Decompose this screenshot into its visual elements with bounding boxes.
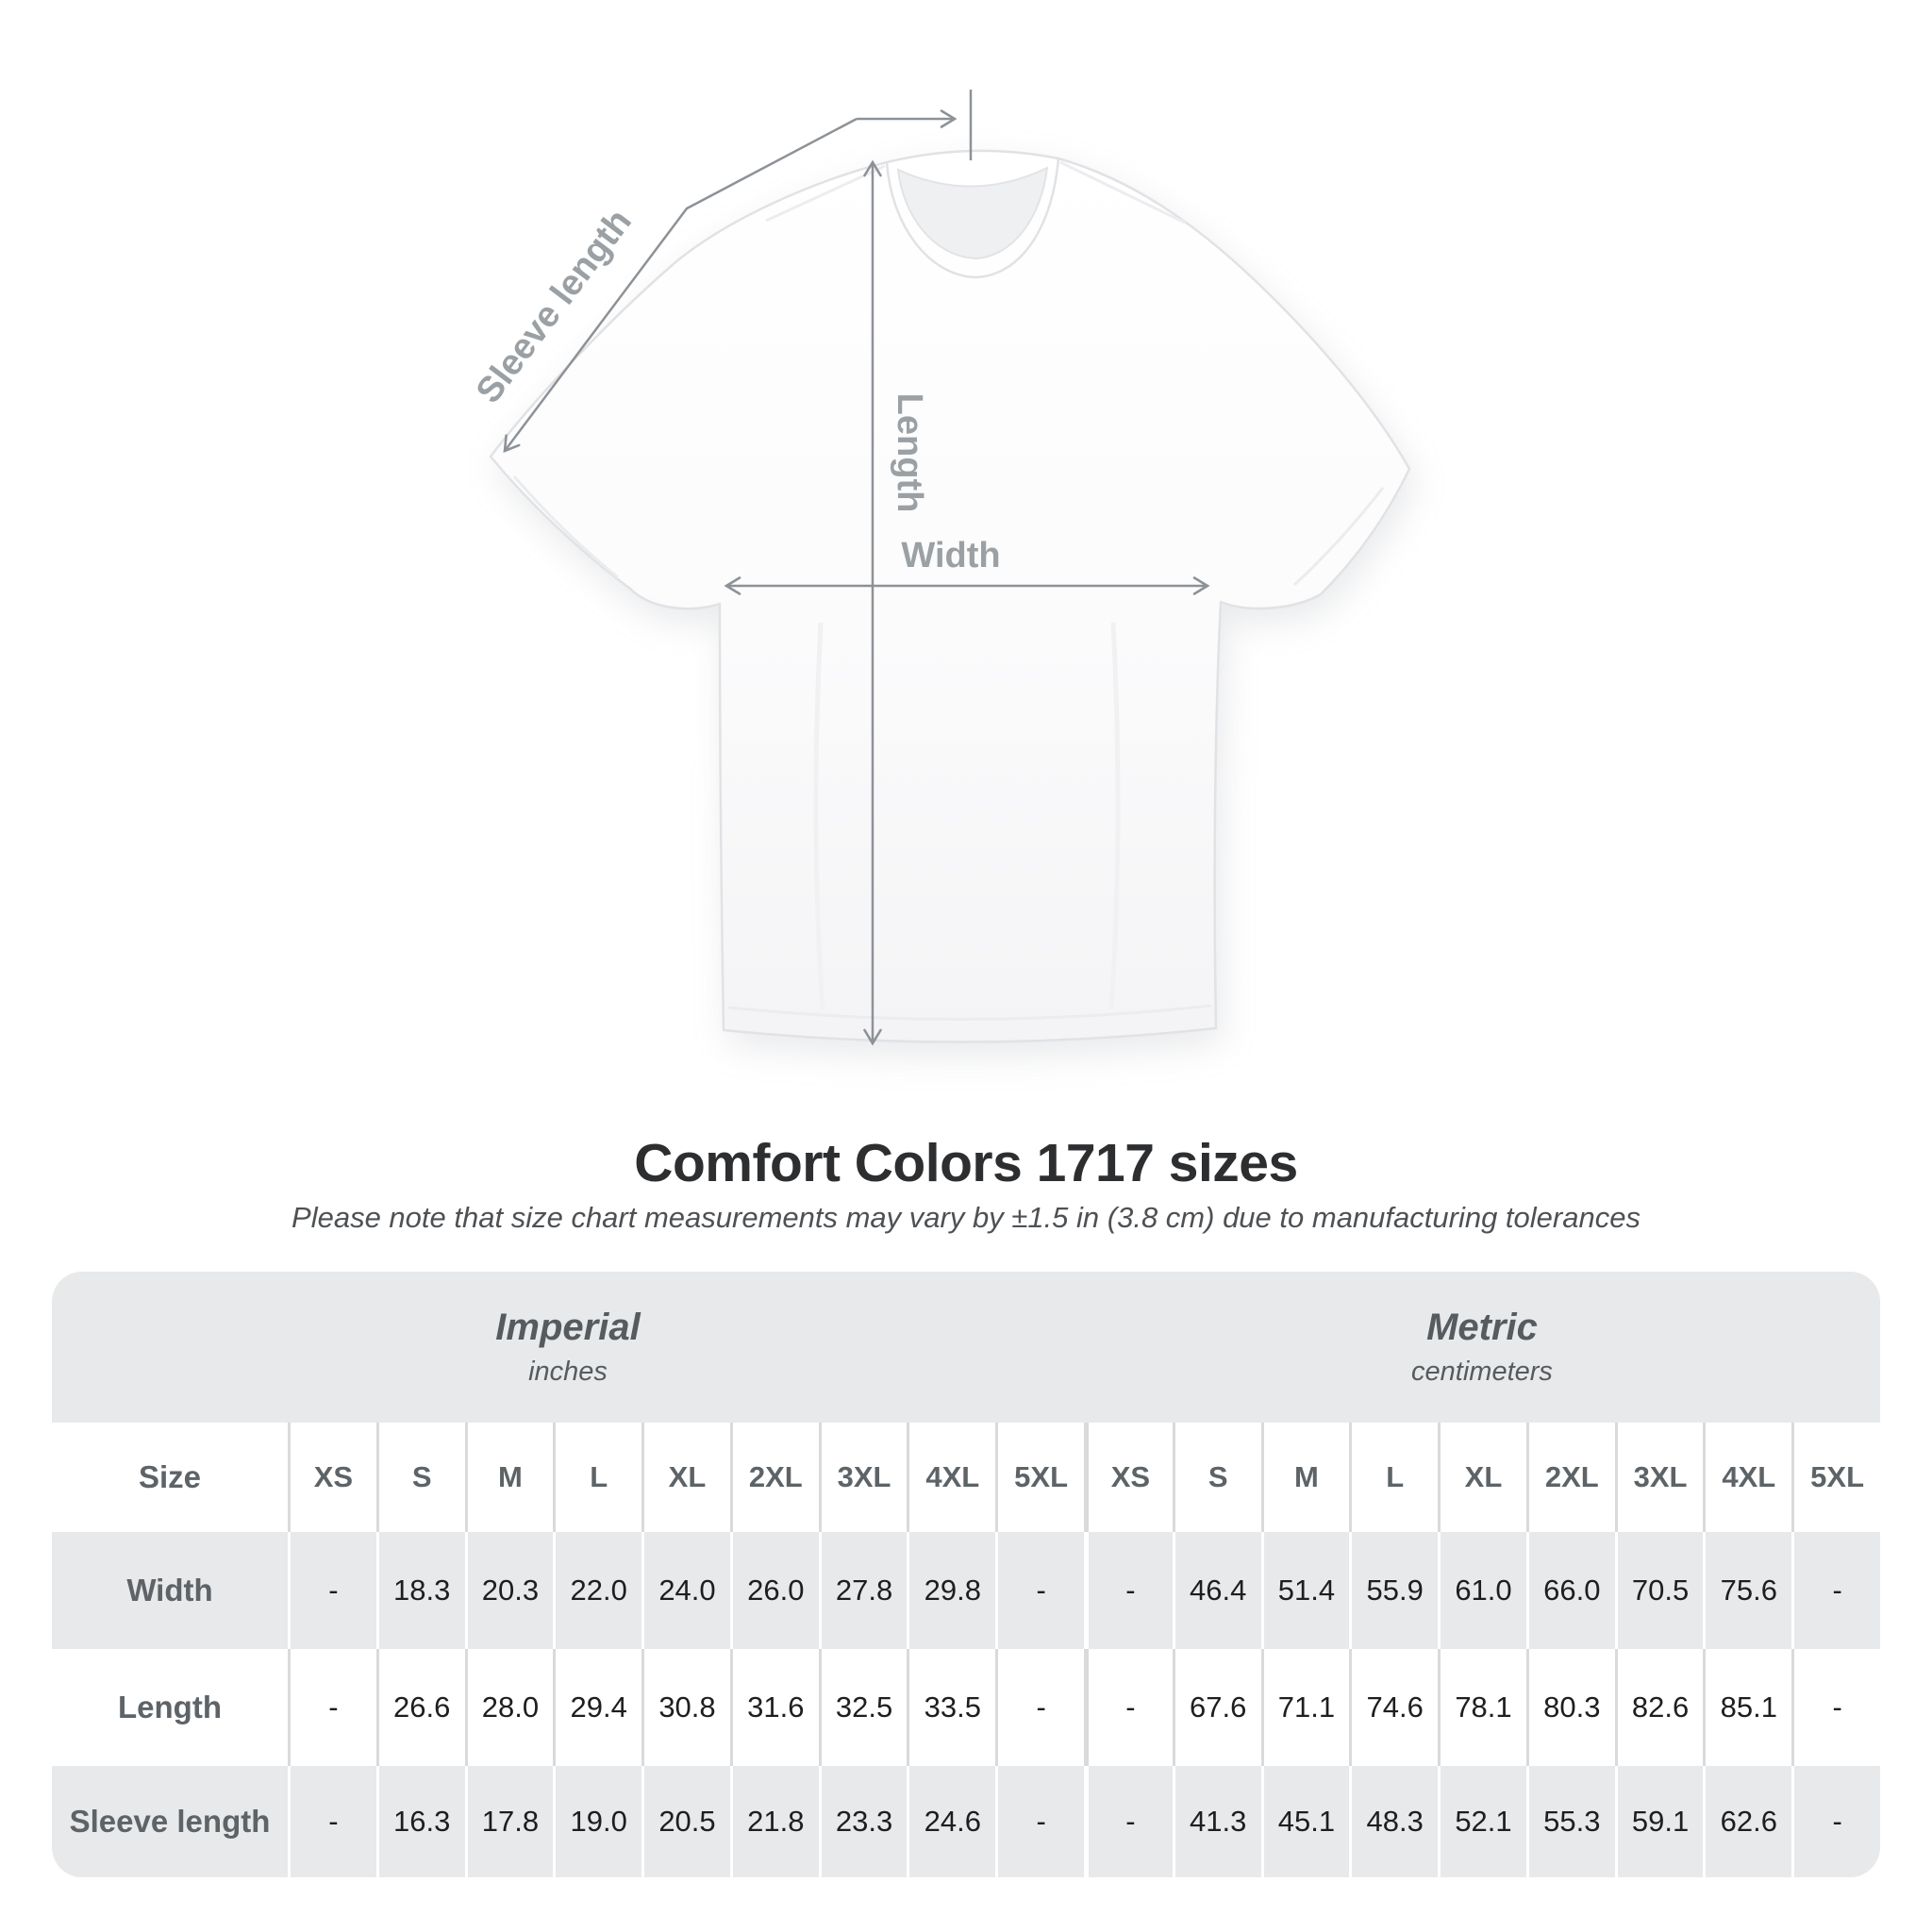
value-cell: 55.3: [1525, 1766, 1615, 1877]
size-table: Imperial inches Metric centimeters Size …: [52, 1272, 1880, 1877]
size-col-header: 2XL: [729, 1423, 819, 1532]
size-col-header: 2XL: [1525, 1423, 1615, 1532]
value-cell: 26.0: [729, 1532, 819, 1649]
value-cell: 52.1: [1438, 1766, 1526, 1877]
value-cell: 23.3: [818, 1766, 908, 1877]
value-cell: 62.6: [1703, 1766, 1791, 1877]
value-cell: 27.8: [818, 1532, 908, 1649]
size-header-cell: Size: [138, 1459, 202, 1494]
value-cell: 67.6: [1172, 1649, 1261, 1766]
value-cell: -: [995, 1532, 1084, 1649]
size-col-header: XL: [1438, 1423, 1526, 1532]
value-cell: 74.6: [1349, 1649, 1438, 1766]
value-cell: 29.4: [553, 1649, 641, 1766]
value-cell: 33.5: [907, 1649, 995, 1766]
size-col-header: L: [1349, 1423, 1438, 1532]
value-cell: 24.0: [641, 1532, 730, 1649]
value-cell: 66.0: [1525, 1532, 1615, 1649]
value-cell: 51.4: [1260, 1532, 1350, 1649]
size-col-header: 5XL: [995, 1423, 1084, 1532]
unit-group-imperial: Imperial inches: [52, 1272, 1084, 1423]
value-cell: -: [995, 1649, 1084, 1766]
value-cell: 18.3: [375, 1532, 465, 1649]
value-cell: 41.3: [1172, 1766, 1261, 1877]
value-cell: 20.5: [641, 1766, 730, 1877]
unit-group-band: Imperial inches Metric centimeters: [52, 1272, 1880, 1423]
value-cell: 21.8: [729, 1766, 819, 1877]
value-cell: 71.1: [1260, 1649, 1350, 1766]
value-cell: -: [288, 1532, 376, 1649]
page-title: Comfort Colors 1717 sizes: [634, 1133, 1298, 1193]
row-label: Width: [126, 1573, 213, 1607]
size-col-header: 4XL: [907, 1423, 995, 1532]
value-cell: 19.0: [553, 1766, 641, 1877]
value-cell: 32.5: [818, 1649, 908, 1766]
size-col-header: 5XL: [1791, 1423, 1880, 1532]
value-cell: 22.0: [553, 1532, 641, 1649]
value-cell: -: [1084, 1532, 1173, 1649]
value-cell: 82.6: [1614, 1649, 1704, 1766]
width-label: Width: [901, 536, 1000, 575]
value-cell: -: [288, 1649, 376, 1766]
value-cell: 55.9: [1349, 1532, 1438, 1649]
value-cell: 61.0: [1438, 1532, 1526, 1649]
value-cell: 48.3: [1349, 1766, 1438, 1877]
value-cell: 75.6: [1703, 1532, 1791, 1649]
value-cell: 85.1: [1703, 1649, 1791, 1766]
value-cell: -: [1084, 1649, 1173, 1766]
size-col-header: S: [375, 1423, 465, 1532]
table-row-sleeve-length: Sleeve length - 16.3 17.8 19.0 20.5 21.8…: [52, 1766, 1880, 1877]
metric-units: centimeters: [1411, 1357, 1553, 1387]
unit-group-metric: Metric centimeters: [1084, 1272, 1880, 1423]
size-col-header: XL: [641, 1423, 730, 1532]
value-cell: -: [288, 1766, 376, 1877]
table-header-row: Size XS S M L XL 2XL 3XL 4XL 5XL XS S M …: [52, 1423, 1880, 1532]
tolerance-note: Please note that size chart measurements…: [291, 1201, 1641, 1234]
size-col-header: M: [464, 1423, 554, 1532]
value-cell: 17.8: [464, 1766, 554, 1877]
size-col-header: M: [1260, 1423, 1350, 1532]
metric-heading: Metric: [1426, 1307, 1538, 1348]
value-cell: 16.3: [375, 1766, 465, 1877]
value-cell: 31.6: [729, 1649, 819, 1766]
tshirt-illustration: [489, 149, 1411, 1043]
value-cell: 70.5: [1614, 1532, 1704, 1649]
sleeve-length-measure-line: [503, 117, 858, 454]
size-col-header: 3XL: [1614, 1423, 1704, 1532]
value-cell: -: [1791, 1766, 1880, 1877]
size-col-header: XS: [1084, 1423, 1173, 1532]
table-row-width: Width - 18.3 20.3 22.0 24.0 26.0 27.8 29…: [52, 1532, 1880, 1649]
value-cell: 24.6: [907, 1766, 995, 1877]
size-col-header: L: [553, 1423, 641, 1532]
value-cell: -: [1084, 1766, 1173, 1877]
size-col-header: 3XL: [818, 1423, 908, 1532]
value-cell: 29.8: [907, 1532, 995, 1649]
imperial-heading: Imperial: [495, 1307, 641, 1348]
tshirt-measurement-diagram: Sleeve length Length Width: [469, 90, 1411, 1046]
value-cell: 78.1: [1438, 1649, 1526, 1766]
value-cell: -: [1791, 1649, 1880, 1766]
length-label: Length: [890, 393, 929, 513]
value-cell: 20.3: [464, 1532, 554, 1649]
table-row-length: Length - 26.6 28.0 29.4 30.8 31.6 32.5 3…: [52, 1649, 1880, 1766]
value-cell: 59.1: [1614, 1766, 1704, 1877]
size-col-header: S: [1172, 1423, 1261, 1532]
row-label: Sleeve length: [69, 1804, 271, 1839]
value-cell: 26.6: [375, 1649, 465, 1766]
size-col-header: XS: [288, 1423, 376, 1532]
imperial-units: inches: [528, 1357, 608, 1387]
value-cell: 45.1: [1260, 1766, 1350, 1877]
value-cell: 28.0: [464, 1649, 554, 1766]
value-cell: 30.8: [641, 1649, 730, 1766]
value-cell: 80.3: [1525, 1649, 1615, 1766]
value-cell: 46.4: [1172, 1532, 1261, 1649]
size-col-header: 4XL: [1703, 1423, 1791, 1532]
row-label: Length: [118, 1690, 222, 1724]
value-cell: -: [1791, 1532, 1880, 1649]
value-cell: -: [995, 1766, 1084, 1877]
